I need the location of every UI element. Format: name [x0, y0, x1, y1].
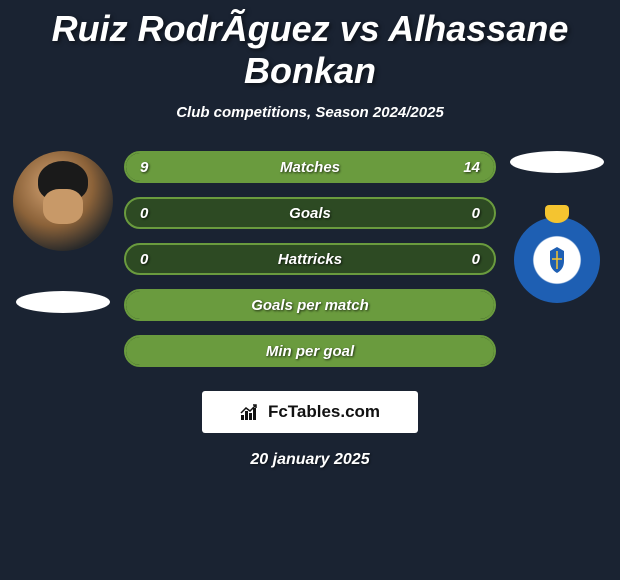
left-player-col — [8, 151, 118, 313]
stat-value-left: 0 — [140, 251, 148, 268]
stats-column: 9 14 Matches 0 0 Goals 0 0 Hattricks Goals per ma… — [118, 151, 502, 381]
stat-label: Matches — [280, 159, 340, 176]
footer-date: 20 january 2025 — [0, 451, 620, 469]
comparison-widget: Ruiz RodrÃ­guez vs Alhassane Bonkan Club… — [0, 0, 620, 469]
stat-bar-goals-per-match: Goals per match — [124, 289, 496, 321]
stat-value-right: 14 — [463, 159, 480, 176]
stat-label: Min per goal — [266, 343, 354, 360]
stat-bar-goals: 0 0 Goals — [124, 197, 496, 229]
page-subtitle: Club competitions, Season 2024/2025 — [0, 104, 620, 121]
player-photo-left — [13, 151, 113, 251]
stat-value-right: 0 — [472, 251, 480, 268]
branding-bar[interactable]: FcTables.com — [202, 391, 418, 433]
stat-value-left: 0 — [140, 205, 148, 222]
left-ellipse — [16, 291, 110, 313]
chart-icon — [240, 403, 262, 421]
right-player-col — [502, 151, 612, 323]
main-row: 9 14 Matches 0 0 Goals 0 0 Hattricks Goals per ma… — [0, 151, 620, 381]
page-title: Ruiz RodrÃ­guez vs Alhassane Bonkan — [0, 8, 620, 92]
stat-value-left: 9 — [140, 159, 148, 176]
brand-text: FcTables.com — [268, 402, 380, 422]
stat-value-right: 0 — [472, 205, 480, 222]
stat-bar-min-per-goal: Min per goal — [124, 335, 496, 367]
stat-label: Goals per match — [251, 297, 369, 314]
stat-label: Goals — [289, 205, 331, 222]
stat-label: Hattricks — [278, 251, 342, 268]
stat-bar-matches: 9 14 Matches — [124, 151, 496, 183]
right-ellipse-top — [510, 151, 604, 173]
club-badge-right — [514, 217, 600, 303]
stat-bar-hattricks: 0 0 Hattricks — [124, 243, 496, 275]
